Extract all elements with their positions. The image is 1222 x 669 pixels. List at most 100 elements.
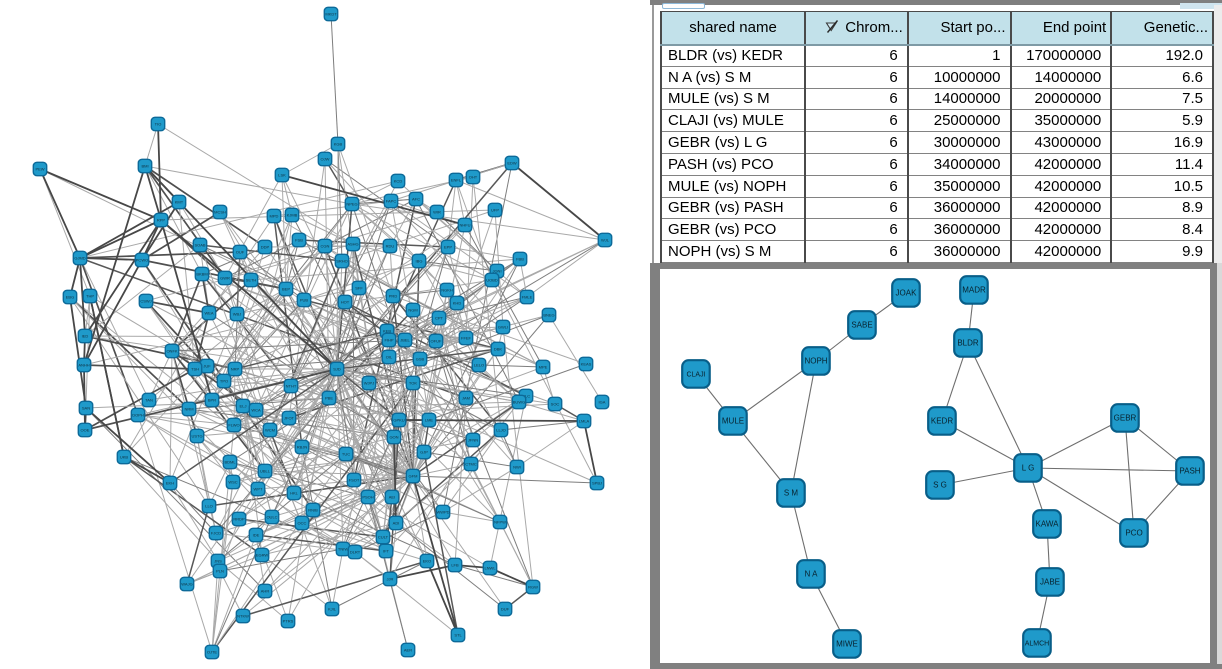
svg-text:AFC: AFC xyxy=(412,197,420,202)
svg-text:USTG: USTG xyxy=(191,434,202,439)
svg-text:S G: S G xyxy=(933,481,947,490)
svg-text:WJL: WJL xyxy=(601,238,610,243)
svg-text:PBE: PBE xyxy=(325,396,333,401)
svg-text:MIWE: MIWE xyxy=(836,640,858,649)
svg-text:OIL: OIL xyxy=(386,355,393,360)
svg-text:OFUF: OFUF xyxy=(431,339,442,344)
svg-text:FBB: FBB xyxy=(516,257,524,262)
svg-text:SRHO: SRHO xyxy=(336,259,348,264)
svg-text:BEP: BEP xyxy=(282,287,290,292)
svg-text:ONFK: ONFK xyxy=(166,349,177,354)
svg-text:RNIB: RNIB xyxy=(308,508,318,513)
svg-text:TOK: TOK xyxy=(409,381,417,386)
svg-text:PRD: PRD xyxy=(389,294,398,299)
svg-text:SAN: SAN xyxy=(82,406,90,411)
svg-text:JABE: JABE xyxy=(1040,578,1060,587)
svg-text:SOC: SOC xyxy=(551,402,560,407)
svg-text:SFF: SFF xyxy=(355,286,363,291)
svg-text:GPKU: GPKU xyxy=(393,418,404,423)
svg-text:JGNI: JGNI xyxy=(492,269,501,274)
svg-text:GJMD: GJMD xyxy=(74,256,85,261)
svg-text:NOPH: NOPH xyxy=(804,357,827,366)
svg-text:LNWL: LNWL xyxy=(484,566,496,571)
svg-text:KMT: KMT xyxy=(175,200,184,205)
svg-text:NPEG: NPEG xyxy=(346,202,357,207)
svg-text:HKL: HKL xyxy=(290,491,299,496)
svg-text:WCM: WCM xyxy=(265,428,275,433)
svg-text:OJW: OJW xyxy=(321,157,330,162)
svg-text:MPD: MPD xyxy=(270,214,279,219)
svg-text:JAM: JAM xyxy=(462,396,470,401)
svg-text:PLN: PLN xyxy=(216,569,224,574)
svg-text:L G: L G xyxy=(1022,464,1035,473)
svg-text:GON: GON xyxy=(389,435,398,440)
svg-text:ENFL: ENFL xyxy=(451,178,462,183)
svg-text:IGA: IGA xyxy=(599,400,606,405)
svg-text:NGM: NGM xyxy=(408,308,417,313)
svg-text:NFPW: NFPW xyxy=(494,520,506,525)
svg-text:JUF: JUF xyxy=(203,364,211,369)
svg-text:IED: IED xyxy=(82,334,89,339)
svg-text:PCWO: PCWO xyxy=(136,258,148,263)
svg-text:WBJ: WBJ xyxy=(233,312,241,317)
svg-text:NRM: NRM xyxy=(184,407,193,412)
svg-text:MADR: MADR xyxy=(962,286,986,295)
svg-text:CULT: CULT xyxy=(378,535,389,540)
svg-text:BNEG: BNEG xyxy=(543,313,554,318)
svg-text:KJMB: KJMB xyxy=(287,213,298,218)
svg-text:WEA: WEA xyxy=(204,311,213,316)
svg-text:FSB: FSB xyxy=(295,238,303,243)
svg-text:KEAS: KEAS xyxy=(581,362,592,367)
svg-text:OJTE: OJTE xyxy=(207,650,218,655)
svg-text:EPP: EPP xyxy=(444,245,452,250)
svg-text:CLAJI: CLAJI xyxy=(686,372,705,379)
svg-text:AHR: AHR xyxy=(261,589,270,594)
svg-text:RRDP: RRDP xyxy=(233,517,245,522)
svg-text:NGKH: NGKH xyxy=(441,288,453,293)
svg-text:JJR: JJR xyxy=(387,577,394,582)
svg-text:WAJG: WAJG xyxy=(181,582,192,587)
svg-text:NRP: NRP xyxy=(231,367,240,372)
svg-text:ELJ: ELJ xyxy=(240,404,247,409)
svg-text:BKBM: BKBM xyxy=(196,272,207,277)
svg-text:IDE: IDE xyxy=(253,533,260,538)
svg-text:OCC: OCC xyxy=(298,521,307,526)
svg-text:WCA: WCA xyxy=(251,408,261,413)
svg-text:BMI: BMI xyxy=(141,164,148,169)
svg-text:GJP: GJP xyxy=(420,450,428,455)
svg-text:DOPH: DOPH xyxy=(132,413,144,418)
svg-text:CTMC: CTMC xyxy=(465,462,477,467)
svg-text:EGRW: EGRW xyxy=(256,553,269,558)
svg-text:PUB: PUB xyxy=(300,298,309,303)
svg-text:WWPD: WWPD xyxy=(436,510,449,515)
svg-text:NWI: NWI xyxy=(513,465,521,470)
svg-text:DBK: DBK xyxy=(494,347,503,352)
svg-text:TIO: TIO xyxy=(155,122,162,127)
svg-text:FJCD: FJCD xyxy=(211,531,221,536)
svg-text:ALMCH: ALMCH xyxy=(1025,641,1050,648)
svg-text:UFP: UFP xyxy=(491,208,499,213)
svg-text:S M: S M xyxy=(784,489,799,498)
svg-text:RGW: RGW xyxy=(528,585,538,590)
svg-text:THP: THP xyxy=(86,294,94,299)
svg-text:BPR: BPR xyxy=(208,398,216,403)
svg-text:SPBJ: SPBJ xyxy=(592,481,602,486)
svg-text:LELO: LELO xyxy=(474,363,484,368)
svg-text:PCO: PCO xyxy=(1125,529,1142,538)
svg-text:TAN: TAN xyxy=(145,398,153,403)
svg-text:TSH: TSH xyxy=(191,367,199,372)
svg-text:PSOH: PSOH xyxy=(362,495,373,500)
svg-text:OOE: OOE xyxy=(81,428,90,433)
svg-text:GWR: GWR xyxy=(220,276,230,281)
svg-text:SETH: SETH xyxy=(246,278,257,283)
svg-text:OULC: OULC xyxy=(266,515,277,520)
svg-text:BUWG: BUWG xyxy=(513,400,525,405)
svg-text:KJIL: KJIL xyxy=(328,607,337,612)
svg-text:EKO: EKO xyxy=(423,559,431,564)
svg-text:LSK: LSK xyxy=(278,173,286,178)
svg-text:FFEF: FFEF xyxy=(461,336,472,341)
svg-text:EBG: EBG xyxy=(66,295,74,300)
svg-text:UKB: UKB xyxy=(120,455,129,460)
svg-text:GEBR: GEBR xyxy=(1114,414,1137,423)
svg-text:NTKW: NTKW xyxy=(237,614,249,619)
